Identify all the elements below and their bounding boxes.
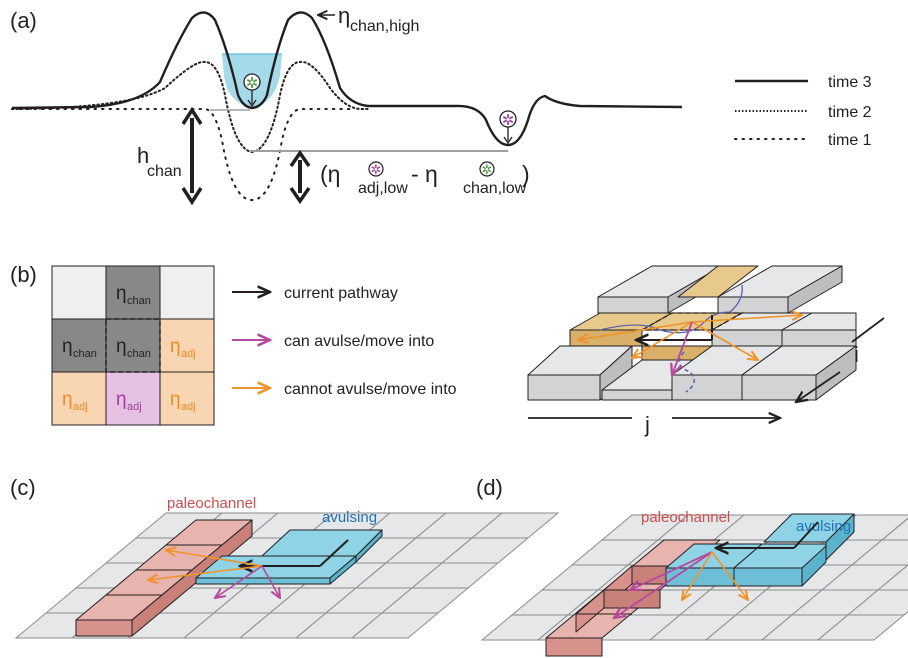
- legend-current: current pathway: [284, 285, 398, 302]
- grid-cell-r2-c2: [159, 371, 215, 426]
- axis-i-lower: [796, 371, 841, 402]
- formula-sub-chan: chan,low: [463, 180, 527, 197]
- paleochannel-c: [75, 519, 253, 637]
- d-arrow-paleo-1: [630, 551, 713, 590]
- grid-cell-r0-c0: [51, 265, 107, 320]
- legend-time1: time 1: [828, 132, 872, 149]
- legend-time3: time 3: [828, 74, 872, 91]
- floorD-tile-r3-c5: [850, 539, 908, 566]
- floorC-tile-r4-c6: [470, 512, 560, 539]
- d-current-down: [793, 521, 819, 549]
- grid-cell-eta-r1-c2: η: [170, 336, 181, 357]
- panel-c: (c) paleochannel avulsing: [10, 475, 560, 639]
- panel-d: (d) paleochannel avulsing: [476, 475, 908, 657]
- c-arrow-s2: [261, 565, 280, 598]
- svg-text:✲: ✲: [502, 111, 515, 129]
- grid-cell-eta-r1-c1: η: [116, 336, 127, 357]
- axis-i-label: i: [854, 342, 859, 367]
- eta-diff-arrow: [289, 149, 311, 205]
- grid-cell-r0-c1: [105, 265, 161, 320]
- formula-open: (η: [320, 161, 340, 187]
- block-arrow-e: [691, 315, 802, 323]
- grid-cell-sub-r0-c1: chan: [127, 295, 151, 307]
- paleochannel-label-c: paleochannel: [167, 495, 256, 512]
- c-arrow-paleo-2: [148, 565, 263, 580]
- d-arrow-s1: [682, 551, 713, 600]
- grid-cell-sub-r2-c0: adj: [73, 401, 88, 413]
- grid-cell-r1-c1: [105, 318, 161, 373]
- formula-chan-marker: ✲: [479, 161, 495, 178]
- legend-cannot: cannot avulse/move into: [284, 381, 457, 398]
- d-arrow-s2: [711, 551, 748, 600]
- floorD-tile-r1-c6: [846, 589, 908, 616]
- adjacent-low-marker: ✲: [499, 110, 517, 145]
- axis-j-label: j: [644, 412, 650, 437]
- formula-mid: - η: [411, 161, 438, 187]
- grid-cell-sub-r1-c1: chan: [127, 348, 151, 360]
- grid-cell-eta-r1-c0: η: [62, 336, 73, 357]
- legend-time2: time 2: [828, 104, 872, 121]
- channel-low-marker: ✲: [243, 73, 261, 108]
- panel-b-label: (b): [10, 262, 37, 287]
- grid-cell-sub-r1-c2: adj: [181, 348, 196, 360]
- avulsing-channel-d: [665, 513, 855, 587]
- grid-cell-r0-c2: [159, 265, 215, 320]
- floorD-tile-r2-c5: [820, 564, 908, 591]
- eta-high-sub: chan,high: [350, 18, 419, 35]
- grid-cell-eta-r0-c1: η: [116, 283, 127, 304]
- block-arrow-w: [578, 321, 693, 340]
- formula-sub-adj: adj,low: [358, 180, 408, 197]
- profile-time-3: [11, 11, 683, 147]
- axis-i-upper: [851, 317, 885, 343]
- paleochannel-label-d: paleochannel: [641, 509, 730, 526]
- floorD-tile-r4-c5: [880, 517, 908, 541]
- c-arrow-paleo-1: [166, 550, 263, 567]
- panel-d-label: (d): [476, 475, 503, 500]
- grid-cell-sub-r2-c2: adj: [181, 401, 196, 413]
- legend-a: time 3 time 2 time 1: [734, 74, 872, 149]
- grid-cell-sub-r2-c1: adj: [127, 401, 142, 413]
- grid-cell-r1-c0: [51, 318, 107, 373]
- formula-close: ): [522, 161, 530, 187]
- svg-text:✲: ✲: [371, 163, 382, 178]
- eta-high-main: η: [338, 3, 350, 28]
- h-chan-sub: chan: [147, 163, 182, 180]
- c-arrow-s1: [215, 565, 263, 598]
- grid-cell-r1-c2: [159, 318, 215, 373]
- legend-can: can avulse/move into: [284, 333, 434, 350]
- avulsing-label-d: avulsing: [796, 518, 851, 535]
- panel-a: (a) η chan,high ✲ ✲: [10, 3, 872, 206]
- block-diagram-3d: [527, 265, 857, 401]
- avulsion-trace: [678, 351, 695, 393]
- panel-c-label: (c): [10, 475, 36, 500]
- current-cell-dashed: [105, 318, 161, 373]
- block-arrow-se: [691, 321, 758, 360]
- grid-cell-r2-c0: [51, 371, 107, 426]
- grid-cell-eta-r2-c1: η: [116, 389, 127, 410]
- avulsing-label-c: avulsing: [322, 509, 377, 526]
- grid-cell-sub-r1-c0: chan: [73, 348, 97, 360]
- svg-text:✲: ✲: [246, 74, 259, 92]
- formula-adj-marker: ✲: [368, 161, 384, 178]
- profile-time-2: [11, 60, 369, 154]
- h-chan-arrow: [181, 106, 203, 206]
- grid-cell-eta-r2-c0: η: [62, 389, 73, 410]
- block-arrow-s: [672, 321, 693, 375]
- floorD-tile-r2-c6: [876, 564, 908, 591]
- grid-cell-eta-r2-c2: η: [170, 389, 181, 410]
- block-arrow-sw: [632, 321, 693, 358]
- svg-text:✲: ✲: [482, 163, 493, 178]
- c-current-down: [319, 539, 349, 567]
- panel-a-label: (a): [10, 8, 37, 33]
- d-arrow-paleo-2: [614, 551, 713, 618]
- profile-time-1: [11, 108, 356, 202]
- grid-cell-r2-c1: [105, 371, 161, 426]
- h-chan-main: h: [137, 143, 149, 168]
